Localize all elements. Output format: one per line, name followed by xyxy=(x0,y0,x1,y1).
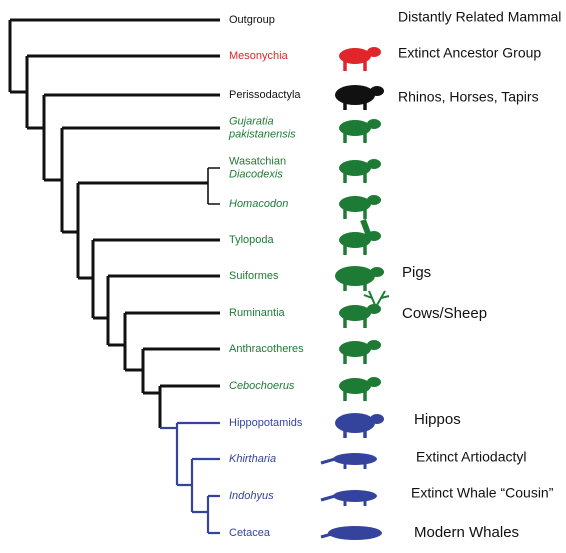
animal xyxy=(335,85,384,110)
legs xyxy=(343,318,367,328)
description: Hippos xyxy=(414,411,461,428)
taxon-label: Ruminantia xyxy=(229,307,286,319)
neck xyxy=(360,218,372,238)
legs xyxy=(343,500,367,506)
animal xyxy=(339,119,381,143)
taxon-label: Perissodactyla xyxy=(229,89,301,101)
taxon-label: Mesonychia xyxy=(229,50,289,62)
animal xyxy=(339,47,381,71)
head xyxy=(367,377,381,387)
animal xyxy=(339,377,381,401)
legs xyxy=(343,391,367,401)
taxon-label: Tylopoda xyxy=(229,234,275,246)
head xyxy=(367,159,381,169)
taxon-label: Hippopotamids xyxy=(229,417,303,429)
legs xyxy=(343,281,367,291)
animal xyxy=(339,218,381,255)
taxon-label: Suiformes xyxy=(229,270,279,282)
description: Extinct Artiodactyl xyxy=(416,449,527,465)
animal xyxy=(335,266,384,291)
tail xyxy=(320,531,336,539)
description: Pigs xyxy=(402,264,431,281)
body xyxy=(328,526,382,540)
taxon-label: Khirtharia xyxy=(229,453,276,465)
legs xyxy=(343,463,367,469)
taxon-label: Cetacea xyxy=(229,527,271,539)
tail xyxy=(320,494,336,502)
taxon-label: Wasatchian xyxy=(229,155,286,167)
legs xyxy=(343,245,367,255)
description: Rhinos, Horses, Tapirs xyxy=(398,89,539,105)
taxon-label: Anthracotheres xyxy=(229,343,304,355)
body xyxy=(339,160,371,176)
legs xyxy=(343,100,367,110)
body xyxy=(335,413,375,433)
head xyxy=(370,414,384,424)
animal xyxy=(335,413,384,438)
body xyxy=(333,453,377,465)
taxon-label: Outgroup xyxy=(229,14,275,26)
legs xyxy=(343,209,367,219)
body xyxy=(339,196,371,212)
legs xyxy=(343,133,367,143)
taxon-label: Diacodexis xyxy=(229,168,283,180)
head xyxy=(367,304,381,314)
taxon-label: Indohyus xyxy=(229,490,274,502)
legs xyxy=(343,61,367,71)
body xyxy=(339,48,371,64)
animal xyxy=(320,526,382,540)
body xyxy=(339,378,371,394)
body xyxy=(339,120,371,136)
animal xyxy=(339,340,381,364)
animal xyxy=(339,290,390,328)
body xyxy=(335,85,375,105)
legs xyxy=(343,428,367,438)
silhouettes xyxy=(320,47,390,540)
tail xyxy=(320,457,336,465)
legs xyxy=(343,173,367,183)
body xyxy=(333,490,377,502)
head xyxy=(370,86,384,96)
antlers xyxy=(363,290,390,306)
head xyxy=(367,47,381,57)
animal xyxy=(320,490,377,506)
tree-branches xyxy=(8,18,220,535)
taxon-label: Gujaratia xyxy=(229,115,274,127)
head xyxy=(367,340,381,350)
animal xyxy=(320,453,377,469)
animal xyxy=(339,195,381,219)
description: Distantly Related Mammal xyxy=(398,9,561,25)
body xyxy=(339,232,371,248)
legs xyxy=(343,354,367,364)
taxon-label: Homacodon xyxy=(229,198,288,210)
body xyxy=(335,266,375,286)
taxon-label: Cebochoerus xyxy=(229,380,295,392)
description: Extinct Whale “Cousin” xyxy=(411,485,554,501)
animal xyxy=(339,159,381,183)
body xyxy=(339,305,371,321)
head xyxy=(370,267,384,277)
taxon-label: pakistanensis xyxy=(228,128,296,140)
taxon-labels: Outgroup Distantly Related Mammal Mesonych… xyxy=(228,9,561,541)
description: Cows/Sheep xyxy=(402,305,487,322)
description: Extinct Ancestor Group xyxy=(398,45,541,61)
head xyxy=(367,195,381,205)
body xyxy=(339,341,371,357)
description: Modern Whales xyxy=(414,524,519,541)
head xyxy=(367,119,381,129)
